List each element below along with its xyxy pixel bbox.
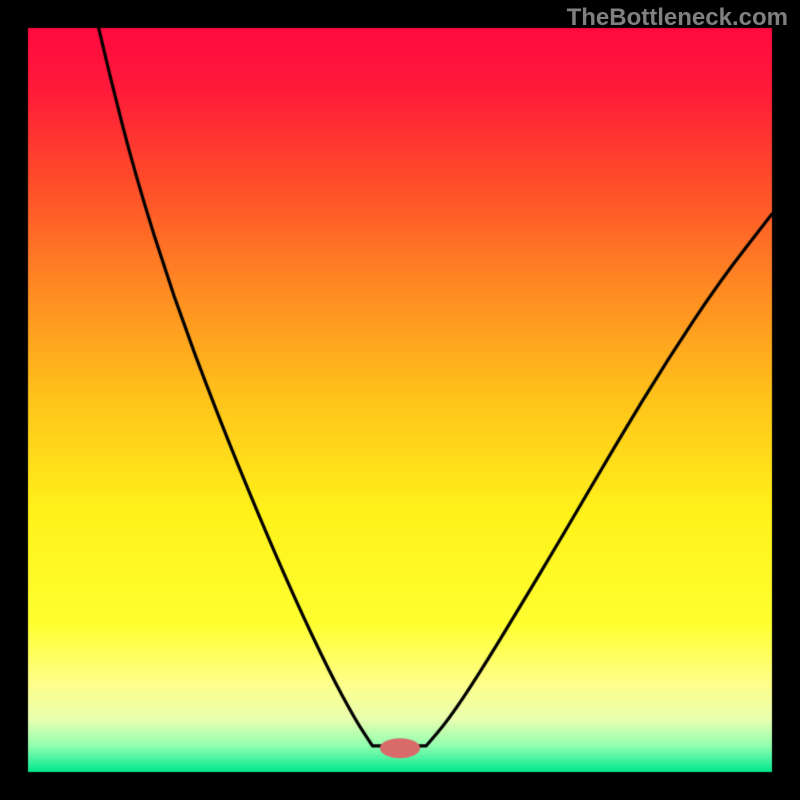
chart-root: TheBottleneck.com bbox=[0, 0, 800, 800]
bottleneck-chart-canvas bbox=[0, 0, 800, 800]
